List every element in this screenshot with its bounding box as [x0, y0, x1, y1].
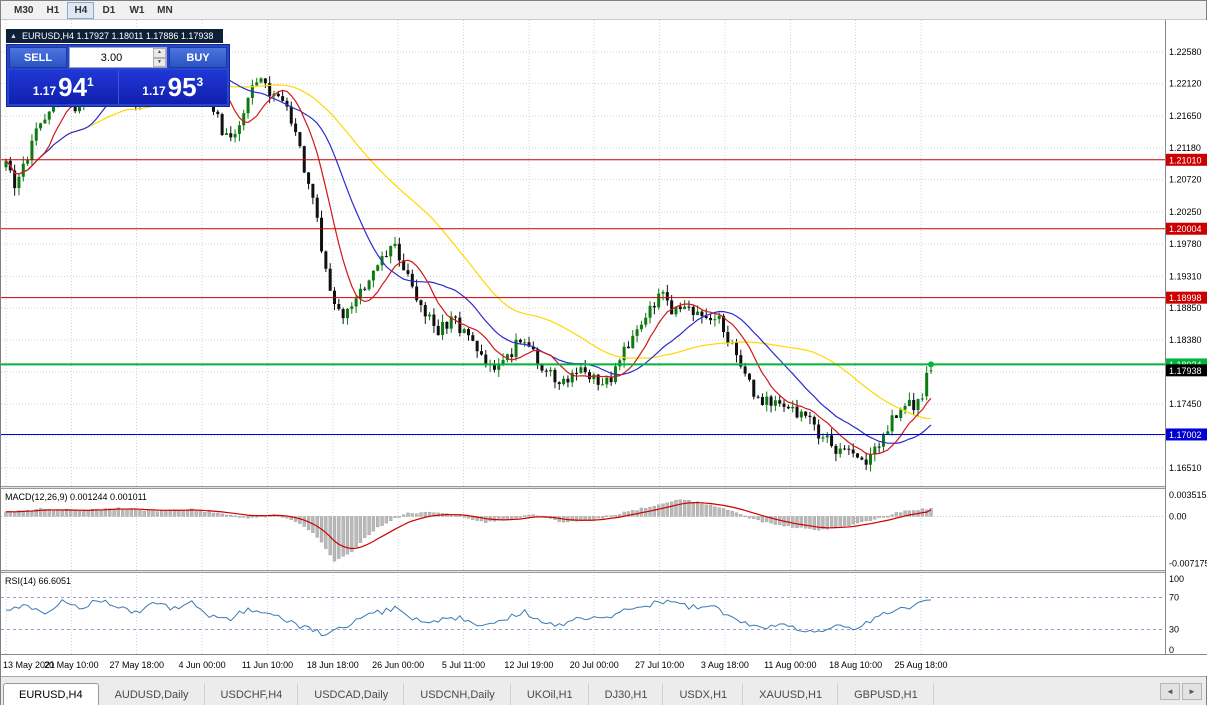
volume-input[interactable]	[70, 48, 153, 67]
timeframe-button-w1[interactable]: W1	[123, 2, 150, 19]
chart-tabs: EURUSD,H4 AUDUSD,Daily USDCHF,H4 USDCAD,Dai…	[1, 683, 934, 705]
svg-text:-0.007175: -0.007175	[1169, 558, 1207, 568]
chart-tab-dj30[interactable]: DJ30,H1	[589, 683, 664, 705]
timeframe-button-h1[interactable]: H1	[39, 2, 66, 19]
svg-text:1.20720: 1.20720	[1169, 175, 1202, 185]
tabs-scroll-right-button[interactable]: ►	[1182, 683, 1202, 700]
panel-separators[interactable]	[1, 486, 1207, 573]
svg-text:25 Aug 18:00: 25 Aug 18:00	[894, 660, 947, 670]
chart-tab-gbpusd[interactable]: GBPUSD,H1	[838, 683, 934, 705]
ask-price-prefix: 1.17	[142, 83, 166, 98]
chart-tab-ukoil[interactable]: UKOil,H1	[511, 683, 589, 705]
symbol-marker-icon: ▲	[10, 32, 17, 40]
chart-tab-usdchf[interactable]: USDCHF,H4	[205, 683, 299, 705]
volume-stepper[interactable]: ▲ ▼	[69, 47, 167, 68]
volume-down-button[interactable]: ▼	[153, 57, 166, 67]
svg-text:11 Aug 00:00: 11 Aug 00:00	[764, 660, 816, 670]
svg-text:1.20004: 1.20004	[1169, 224, 1202, 234]
svg-text:5 Jul 11:00: 5 Jul 11:00	[442, 660, 485, 670]
current-price-label	[1166, 364, 1207, 377]
rsi-indicator: RSI(14) 66.6051	[5, 576, 932, 637]
svg-text:1.18850: 1.18850	[1169, 303, 1202, 313]
bid-price-big: 94	[58, 72, 88, 102]
svg-text:20 May 10:00: 20 May 10:00	[44, 660, 99, 670]
grid	[1, 20, 1165, 654]
chart-window: MACD(12,26,9) 0.001244 0.001011 RSI(14) 6…	[1, 20, 1207, 676]
horizontal-levels[interactable]	[1, 159, 1165, 435]
svg-text:1.17002: 1.17002	[1169, 430, 1202, 440]
svg-text:1.21010: 1.21010	[1169, 155, 1202, 165]
svg-text:18 Jun 18:00: 18 Jun 18:00	[307, 660, 359, 670]
timeframe-button-h4[interactable]: H4	[67, 1, 95, 19]
timeframe-button-m30[interactable]: M30	[9, 2, 38, 19]
chart-tab-usdcad[interactable]: USDCAD,Daily	[298, 683, 405, 705]
svg-text:11 Jun 10:00: 11 Jun 10:00	[242, 660, 293, 670]
tabs-scroll-buttons: ◄ ►	[1160, 683, 1206, 705]
ask-price: 1.17 95 3	[117, 70, 228, 104]
svg-text:0.00: 0.00	[1169, 511, 1187, 521]
svg-text:1.17450: 1.17450	[1169, 399, 1202, 409]
chart-background	[1, 20, 1207, 676]
chart-tab-usdx[interactable]: USDX,H1	[663, 683, 744, 705]
timeframe-button-mn[interactable]: MN	[151, 2, 178, 19]
timeframe-toolbar: 5M30H1H4D1W1MN	[1, 1, 1206, 20]
chart-tab-xauusd[interactable]: XAUUSD,H1	[743, 683, 839, 705]
bid-price: 1.17 94 1	[9, 70, 118, 104]
ask-price-sup: 3	[196, 74, 204, 89]
svg-text:1.16510: 1.16510	[1169, 463, 1202, 473]
svg-text:3 Aug 18:00: 3 Aug 18:00	[701, 660, 749, 670]
volume-up-button[interactable]: ▲	[153, 48, 166, 58]
chart-tab-audusd[interactable]: AUDUSD,Daily	[99, 683, 205, 705]
svg-text:26 Jun 00:00: 26 Jun 00:00	[372, 660, 424, 670]
svg-text:27 Jul 10:00: 27 Jul 10:00	[635, 660, 684, 670]
svg-text:1.19310: 1.19310	[1169, 271, 1202, 281]
macd-indicator: MACD(12,26,9) 0.001244 0.001011	[4, 492, 933, 562]
rsi-label: RSI(14) 66.6051	[5, 576, 71, 586]
timeframe-button-5[interactable]: 5	[1, 2, 8, 19]
svg-text:4 Jun 00:00: 4 Jun 00:00	[179, 660, 226, 670]
sell-button[interactable]: SELL	[9, 47, 67, 68]
svg-text:0.003515: 0.003515	[1169, 490, 1207, 500]
macd-label: MACD(12,26,9) 0.001244 0.001011	[5, 492, 147, 502]
tabs-scroll-left-button[interactable]: ◄	[1160, 683, 1180, 700]
ask-price-big: 95	[167, 72, 197, 102]
svg-text:1.17938: 1.17938	[1169, 366, 1202, 376]
chart-tab-eurusd[interactable]: EURUSD,H4	[3, 683, 99, 705]
chart-tab-usdcnh[interactable]: USDCNH,Daily	[404, 683, 511, 705]
ohlc-info-bar: ▲ EURUSD,H4 1.17927 1.18011 1.17886 1.17…	[6, 29, 224, 43]
ohlc-text: EURUSD,H4 1.17927 1.18011 1.17886 1.1793…	[21, 31, 214, 41]
svg-text:1.18998: 1.18998	[1169, 293, 1202, 303]
chart-svg[interactable]: MACD(12,26,9) 0.001244 0.001011 RSI(14) 6…	[1, 20, 1207, 676]
svg-text:12 Jul 19:00: 12 Jul 19:00	[504, 660, 553, 670]
buy-button[interactable]: BUY	[169, 47, 227, 68]
svg-text:100: 100	[1169, 574, 1184, 584]
bid-price-sup: 1	[87, 74, 94, 89]
svg-text:13 May 2021: 13 May 2021	[3, 660, 55, 670]
svg-text:70: 70	[1169, 592, 1179, 602]
svg-text:20 Jul 00:00: 20 Jul 00:00	[570, 660, 619, 670]
svg-text:27 May 18:00: 27 May 18:00	[109, 660, 164, 670]
bid-price-prefix: 1.17	[32, 83, 57, 98]
svg-text:1.22580: 1.22580	[1169, 47, 1202, 57]
chart-tabs-bar: EURUSD,H4 AUDUSD,Daily USDCHF,H4 USDCAD,Dai…	[1, 676, 1206, 705]
svg-text:1.21180: 1.21180	[1169, 143, 1201, 153]
svg-text:1.21650: 1.21650	[1169, 111, 1202, 121]
svg-text:1.19780: 1.19780	[1169, 239, 1202, 249]
svg-text:1.18380: 1.18380	[1169, 335, 1202, 345]
svg-text:30: 30	[1169, 625, 1179, 635]
svg-text:1.22120: 1.22120	[1169, 79, 1202, 89]
svg-text:1.20250: 1.20250	[1169, 207, 1202, 217]
svg-text:18 Aug 10:00: 18 Aug 10:00	[829, 660, 882, 670]
timeframe-button-d1[interactable]: D1	[95, 2, 122, 19]
price-scale: 1.22580 1.22120 1.21650 1.21180 1.20720 1.202…	[1165, 20, 1207, 676]
svg-text:0: 0	[1169, 645, 1174, 655]
